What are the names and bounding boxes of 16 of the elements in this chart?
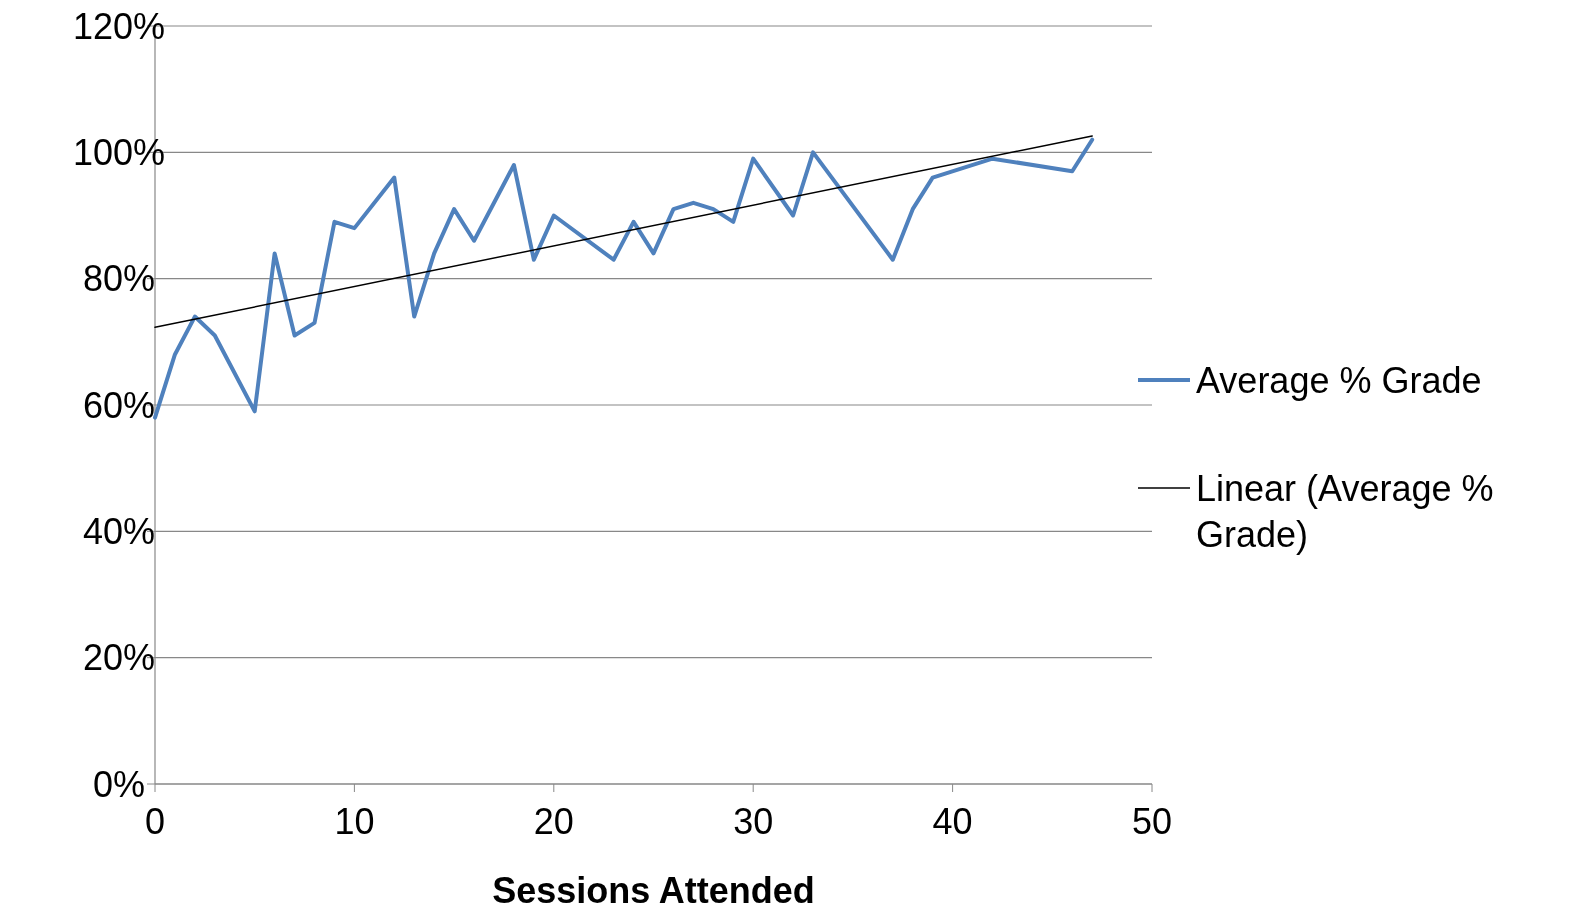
y-tick-label: 60% [82,384,156,426]
x-tick-label: 10 [334,801,375,842]
y-tick-label: 80% [82,258,156,300]
x-tick-label: 50 [1131,801,1173,842]
x-tick-label: 40 [932,801,973,842]
x-axis-title: Sessions Attended [492,870,815,911]
y-tick-label: 40% [82,510,156,552]
y-tick-label: 20% [82,637,156,679]
y-tick-label: 120% [72,5,166,47]
y-tick-label: 100% [72,131,166,173]
x-tick-label: 0 [144,801,166,842]
x-tick-label: 30 [733,801,774,842]
legend-label: Linear (Average % Grade) [1196,467,1494,556]
legend-label: Average % Grade [1196,359,1482,401]
x-tick-label: 20 [533,801,574,842]
y-tick-label: 0% [92,763,146,805]
